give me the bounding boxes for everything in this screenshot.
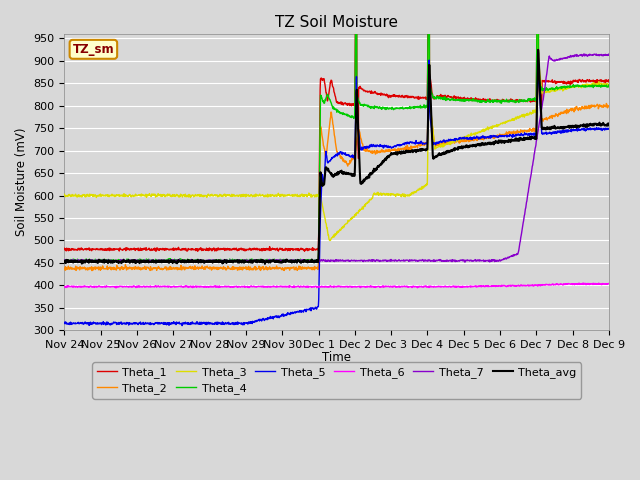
Text: TZ_sm: TZ_sm xyxy=(72,43,114,56)
Theta_7 xyxy=(125,257,132,263)
Theta_7 xyxy=(580,51,588,57)
Theta_5 xyxy=(125,322,132,328)
Theta_5 xyxy=(313,305,321,311)
Theta_avg xyxy=(125,257,132,263)
X-axis label: Time: Time xyxy=(322,351,351,364)
Theta_5 xyxy=(61,320,68,326)
Theta_avg xyxy=(102,259,110,265)
Theta_4 xyxy=(313,258,321,264)
Theta_5 xyxy=(605,126,612,132)
Line: Theta_2: Theta_2 xyxy=(65,0,609,271)
Theta_1 xyxy=(152,248,160,254)
Theta_7 xyxy=(371,258,378,264)
Theta_avg xyxy=(303,258,311,264)
Theta_3 xyxy=(303,192,310,198)
Theta_2 xyxy=(125,266,133,272)
Theta_3 xyxy=(313,193,321,199)
Theta_4 xyxy=(61,258,68,264)
Theta_avg xyxy=(261,261,269,267)
Theta_4 xyxy=(125,258,132,264)
Theta_4 xyxy=(312,260,320,265)
Theta_3 xyxy=(102,192,110,198)
Theta_1 xyxy=(303,247,311,253)
Theta_7 xyxy=(461,259,469,265)
Theta_4 xyxy=(303,257,310,263)
Theta_6 xyxy=(112,285,120,291)
Theta_5 xyxy=(292,309,300,315)
Theta_6 xyxy=(605,281,612,287)
Theta_3 xyxy=(605,82,612,88)
Theta_6 xyxy=(313,285,321,290)
Theta_3 xyxy=(125,193,132,199)
Theta_5 xyxy=(303,306,311,312)
Theta_avg xyxy=(534,47,542,53)
Theta_1 xyxy=(61,245,68,251)
Theta_5 xyxy=(102,320,110,326)
Theta_avg xyxy=(292,258,300,264)
Theta_avg xyxy=(371,167,378,172)
Theta_7 xyxy=(102,258,110,264)
Legend: Theta_1, Theta_2, Theta_3, Theta_4, Theta_5, Theta_6, Theta_7, Theta_avg: Theta_1, Theta_2, Theta_3, Theta_4, Thet… xyxy=(92,362,581,399)
Line: Theta_3: Theta_3 xyxy=(65,0,609,240)
Line: Theta_avg: Theta_avg xyxy=(65,50,609,264)
Theta_1 xyxy=(371,90,378,96)
Theta_4 xyxy=(605,84,612,90)
Theta_avg xyxy=(313,257,321,263)
Theta_2 xyxy=(371,148,378,154)
Title: TZ Soil Moisture: TZ Soil Moisture xyxy=(275,15,398,30)
Line: Theta_1: Theta_1 xyxy=(65,0,609,251)
Theta_avg xyxy=(61,259,68,264)
Theta_1 xyxy=(102,247,110,252)
Theta_4 xyxy=(292,257,300,263)
Theta_2 xyxy=(292,267,300,273)
Theta_7 xyxy=(303,258,310,264)
Theta_4 xyxy=(371,103,378,109)
Line: Theta_4: Theta_4 xyxy=(65,0,609,263)
Theta_2 xyxy=(61,266,68,272)
Theta_avg xyxy=(605,122,612,128)
Theta_5 xyxy=(371,144,378,149)
Theta_1 xyxy=(125,247,132,252)
Theta_7 xyxy=(292,258,300,264)
Theta_5 xyxy=(179,323,186,328)
Theta_6 xyxy=(371,284,378,289)
Theta_1 xyxy=(292,246,300,252)
Y-axis label: Soil Moisture (mV): Soil Moisture (mV) xyxy=(15,128,28,236)
Line: Theta_7: Theta_7 xyxy=(65,54,609,262)
Theta_1 xyxy=(605,79,612,85)
Theta_6 xyxy=(102,283,110,288)
Theta_2 xyxy=(88,268,96,274)
Theta_3 xyxy=(371,191,378,197)
Theta_2 xyxy=(534,0,542,1)
Theta_6 xyxy=(580,280,588,286)
Theta_2 xyxy=(303,265,311,271)
Theta_5 xyxy=(426,57,433,63)
Theta_2 xyxy=(103,266,111,272)
Theta_7 xyxy=(605,52,612,58)
Theta_6 xyxy=(125,284,133,289)
Theta_6 xyxy=(292,284,300,289)
Theta_7 xyxy=(313,258,321,264)
Theta_3 xyxy=(61,192,68,197)
Theta_4 xyxy=(102,257,110,263)
Theta_6 xyxy=(61,284,68,289)
Theta_2 xyxy=(605,104,612,109)
Line: Theta_5: Theta_5 xyxy=(65,60,609,325)
Theta_6 xyxy=(303,283,311,289)
Theta_7 xyxy=(61,257,68,263)
Theta_1 xyxy=(313,247,321,252)
Theta_3 xyxy=(326,238,334,243)
Theta_2 xyxy=(313,265,321,271)
Theta_3 xyxy=(292,192,300,198)
Line: Theta_6: Theta_6 xyxy=(65,283,609,288)
